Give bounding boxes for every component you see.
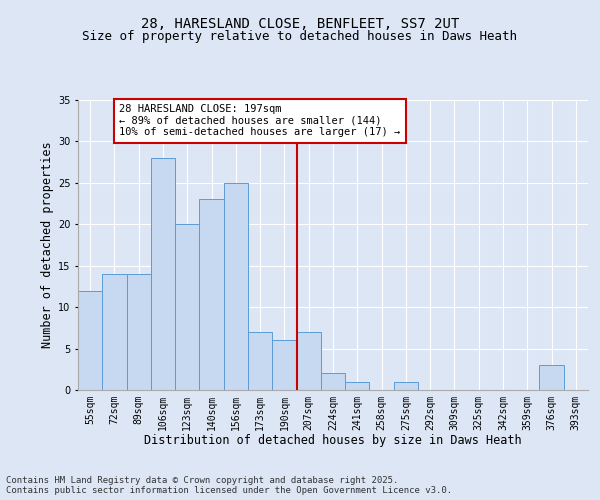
X-axis label: Distribution of detached houses by size in Daws Heath: Distribution of detached houses by size … [144, 434, 522, 448]
Bar [151, 158, 175, 390]
Bar [199, 200, 224, 390]
Bar [345, 382, 370, 390]
Bar [248, 332, 272, 390]
Text: 28 HARESLAND CLOSE: 197sqm
← 89% of detached houses are smaller (144)
10% of sem: 28 HARESLAND CLOSE: 197sqm ← 89% of deta… [119, 104, 401, 138]
Bar [394, 382, 418, 390]
Text: 28, HARESLAND CLOSE, BENFLEET, SS7 2UT: 28, HARESLAND CLOSE, BENFLEET, SS7 2UT [141, 18, 459, 32]
Bar [175, 224, 199, 390]
Bar [539, 365, 564, 390]
Y-axis label: Number of detached properties: Number of detached properties [41, 142, 53, 348]
Bar [127, 274, 151, 390]
Bar [272, 340, 296, 390]
Text: Contains HM Land Registry data © Crown copyright and database right 2025.
Contai: Contains HM Land Registry data © Crown c… [6, 476, 452, 495]
Bar [296, 332, 321, 390]
Bar [78, 290, 102, 390]
Bar [224, 183, 248, 390]
Text: Size of property relative to detached houses in Daws Heath: Size of property relative to detached ho… [83, 30, 517, 43]
Bar [102, 274, 127, 390]
Bar [321, 374, 345, 390]
